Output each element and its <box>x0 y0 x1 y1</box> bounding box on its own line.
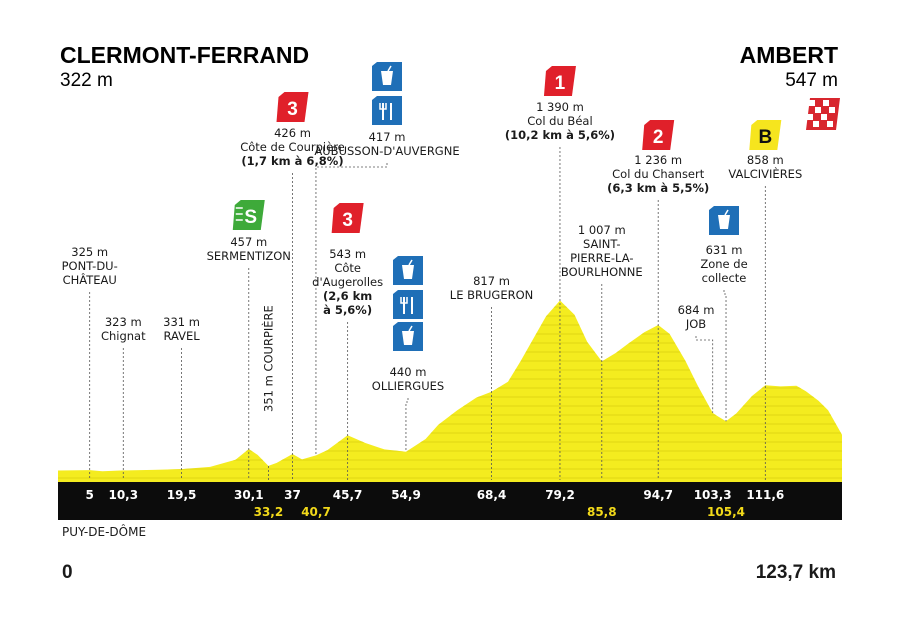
region-label: PUY-DE-DÔME <box>62 524 146 539</box>
waypoint-label: (10,2 km à 5,6%) <box>505 128 615 142</box>
finish-town: AMBERT <box>740 42 838 68</box>
climb-cat3-icon: 3 <box>276 92 309 122</box>
km-label: 85,8 <box>587 505 617 519</box>
waypoint-label: JOB <box>685 317 706 331</box>
guide-line <box>405 398 409 452</box>
waypoint-label: SAINT- <box>583 237 621 251</box>
waypoint-label: 325 m <box>71 245 108 259</box>
waypoint-label: 1 007 m <box>578 223 626 237</box>
waypoint-vertical-label: 351 m COURPIÈRE <box>260 305 275 412</box>
waypoint-label: 543 m <box>329 247 366 261</box>
km-label: 33,2 <box>254 505 284 519</box>
icon-text: 2 <box>653 127 664 148</box>
icon-text: 1 <box>555 73 566 94</box>
guide-line <box>695 336 714 413</box>
feed-zone-icon <box>372 62 402 91</box>
km-label: 45,7 <box>333 488 363 502</box>
waypoint-label: 1 390 m <box>536 100 584 114</box>
icon-text: S <box>244 207 257 228</box>
sprint-icon: S <box>232 200 265 230</box>
waypoint-label: 684 m <box>678 303 715 317</box>
waypoint-label: Col du Béal <box>527 114 592 128</box>
waypoint-label: PONT-DU- <box>62 259 118 273</box>
km-label: 103,3 <box>694 488 732 502</box>
climb-cat3-icon: 3 <box>331 203 364 233</box>
icon-text: 3 <box>342 210 353 231</box>
climb-cat2-icon: 2 <box>642 120 675 150</box>
waypoint-label: 631 m <box>706 243 743 257</box>
feed-zone-icon <box>393 290 423 319</box>
km-label: 79,2 <box>545 488 575 502</box>
waypoint-label: RAVEL <box>163 329 200 343</box>
waypoint-label: (2,6 km <box>323 289 372 303</box>
feed-zone-icon <box>393 322 423 351</box>
icon-text: B <box>758 127 772 148</box>
waypoint-label: Zone de <box>700 257 747 271</box>
waypoint-icons: S 3 3 1 2 B <box>232 62 782 351</box>
km-label: 105,4 <box>707 505 745 519</box>
waypoint-label: Côte de Courpière <box>240 140 345 154</box>
waypoint-label: 817 m <box>473 274 510 288</box>
distance-bar <box>58 482 842 520</box>
waypoint-label: à 5,6%) <box>323 303 372 317</box>
km-label: 68,4 <box>477 488 507 502</box>
waypoint-guides <box>89 147 766 480</box>
profile-area <box>58 300 842 482</box>
waypoint-label: OLLIERGUES <box>372 379 444 393</box>
km-label: 94,7 <box>643 488 673 502</box>
km-label: 40,7 <box>301 505 331 519</box>
km-label: 111,6 <box>746 488 784 502</box>
waypoint-label: SERMENTIZON <box>207 249 291 263</box>
climb-cat1-icon: 1 <box>543 66 576 96</box>
km-label: 10,3 <box>108 488 138 502</box>
start-altitude: 322 m <box>60 70 113 91</box>
feed-zone-icon <box>709 206 739 235</box>
waypoint-label: 417 m <box>369 130 406 144</box>
km-label: 54,9 <box>391 488 421 502</box>
waypoint-label: Col du Chansert <box>612 167 705 181</box>
km-label: 37 <box>284 488 301 502</box>
waypoint-label: 426 m <box>274 126 311 140</box>
waypoint-label: Chignat <box>101 329 146 343</box>
bonus-icon: B <box>749 120 782 150</box>
waypoint-label: PIERRE-LA- <box>570 251 633 265</box>
waypoint-label: (6,3 km à 5,5%) <box>607 181 709 195</box>
waypoint-label: 457 m <box>230 235 267 249</box>
finish-flag-icon <box>806 98 840 130</box>
waypoint-label: VALCIVIÈRES <box>728 166 802 181</box>
waypoint-label: d'Augerolles <box>312 275 383 289</box>
km-label: 5 <box>86 488 94 502</box>
waypoint-label: collecte <box>702 271 747 285</box>
distance-start: 0 <box>62 562 73 583</box>
waypoint-label: 858 m <box>747 153 784 167</box>
guide-line <box>315 163 388 456</box>
waypoint-label: LE BRUGERON <box>450 288 533 302</box>
waypoint-label: AUBUSSON-D'AUVERGNE <box>314 144 459 158</box>
waypoint-label: (1,7 km à 6,8%) <box>241 154 343 168</box>
waypoint-label: 440 m <box>390 365 427 379</box>
km-label: 30,1 <box>234 488 264 502</box>
finish-altitude: 547 m <box>785 70 838 91</box>
icon-text: 3 <box>287 99 298 120</box>
waypoint-label: CHÂTEAU <box>63 272 117 287</box>
feed-zone-icon <box>393 256 423 285</box>
feed-zone-icon <box>372 96 402 125</box>
waypoint-label: 323 m <box>105 315 142 329</box>
waypoint-label: Côte <box>334 261 361 275</box>
waypoint-label: 331 m <box>163 315 200 329</box>
waypoint-label: 1 236 m <box>634 153 682 167</box>
km-label: 19,5 <box>167 488 197 502</box>
waypoint-label: BOURLHONNE <box>561 265 643 279</box>
start-town: CLERMONT-FERRAND <box>60 42 309 68</box>
guide-line <box>723 290 727 422</box>
distance-end: 123,7 km <box>756 562 836 583</box>
